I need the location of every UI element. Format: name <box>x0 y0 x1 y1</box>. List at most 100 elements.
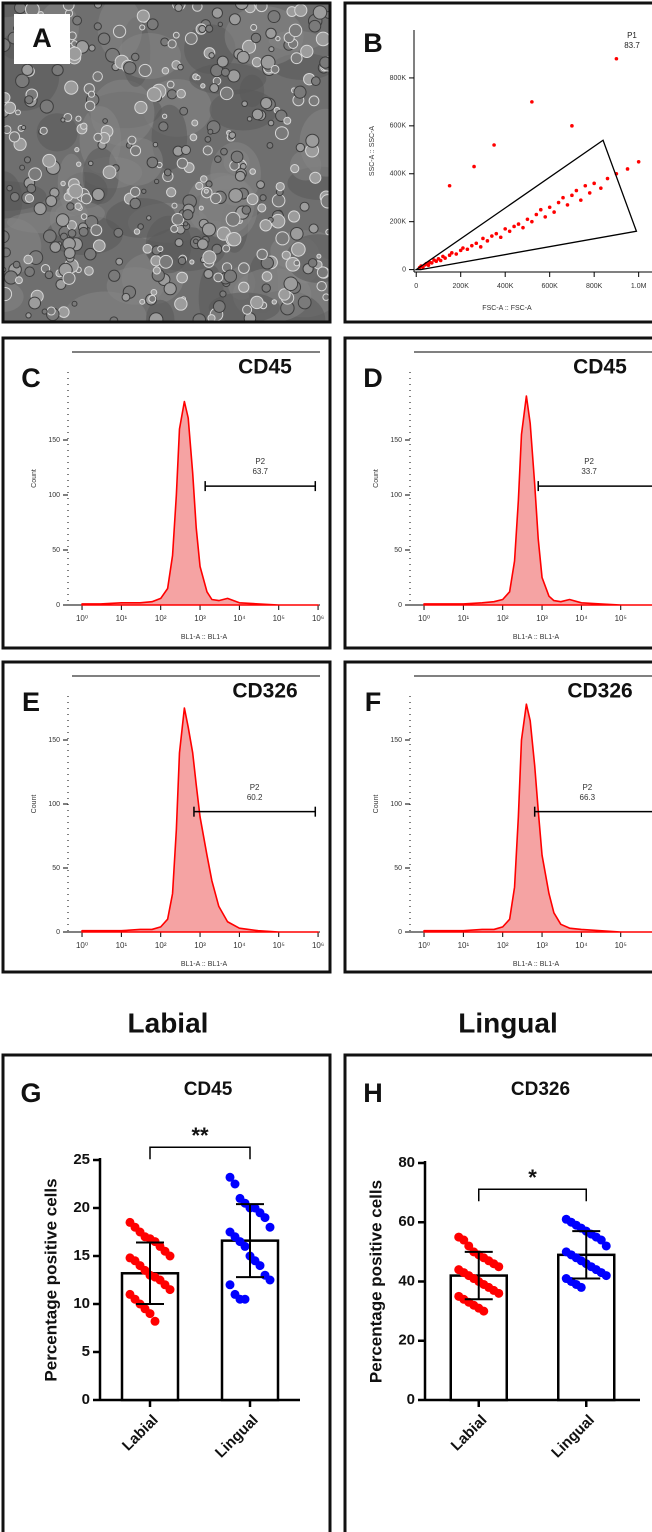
data-point <box>240 1294 250 1304</box>
texture-cell <box>228 131 237 139</box>
texture-cell <box>242 304 253 315</box>
texture-cell <box>24 193 35 203</box>
texture-cell <box>42 153 57 168</box>
x-tick-label: 10¹ <box>116 941 128 950</box>
texture-cell <box>19 164 26 171</box>
panel-title: CD326 <box>511 1079 570 1100</box>
texture-cell <box>39 99 54 114</box>
data-point <box>225 1172 235 1182</box>
texture-cell <box>102 165 117 180</box>
x-tick-label: 10³ <box>536 614 548 623</box>
texture-cell <box>220 67 230 77</box>
texture-cell <box>310 76 321 87</box>
gate-name: P2 <box>582 783 592 792</box>
texture-cell <box>210 192 222 205</box>
texture-cell <box>92 239 106 253</box>
texture-cell <box>137 223 144 230</box>
texture-cell <box>183 221 189 227</box>
texture-cell <box>219 290 227 298</box>
texture-cell <box>176 157 189 169</box>
x-tick-label: Labial <box>119 1412 162 1455</box>
texture-cell <box>28 167 42 181</box>
x-axis-title: BL1-A :: BL1-A <box>513 634 560 641</box>
texture-cell <box>97 32 111 45</box>
data-point <box>464 1241 474 1251</box>
texture-cell <box>201 222 216 237</box>
y-tick-label: 40 <box>398 1272 415 1289</box>
x-tick-label: 10¹ <box>458 941 470 950</box>
data-point <box>260 1213 270 1223</box>
texture-cell <box>230 150 244 164</box>
texture-cell <box>66 202 75 211</box>
texture-cell <box>200 83 206 89</box>
texture-cell <box>265 27 277 40</box>
texture-cell <box>171 213 185 226</box>
texture-cell <box>214 155 222 163</box>
texture-cell <box>152 266 161 275</box>
texture-cell <box>207 128 214 135</box>
x-axis-title: BL1-A :: BL1-A <box>181 961 228 968</box>
texture-cell <box>166 89 178 100</box>
texture-cell <box>238 262 250 274</box>
texture-cell <box>83 247 97 261</box>
data-point <box>165 1285 175 1295</box>
y-axis-title: Count <box>31 795 38 814</box>
significance: * <box>528 1165 537 1190</box>
x-tick-label: 10² <box>155 614 167 623</box>
y-tick-label: 15 <box>73 1247 90 1264</box>
texture-cell <box>3 286 13 302</box>
data-point <box>459 1235 469 1245</box>
x-tick-label: 800K <box>586 283 603 290</box>
point <box>565 203 570 207</box>
x-tick-label: 10³ <box>194 941 206 950</box>
texture-cell <box>236 50 250 64</box>
texture-cell <box>220 147 228 156</box>
x-tick-label: 10⁰ <box>76 614 88 623</box>
texture-cell <box>290 226 304 241</box>
texture-cell <box>260 97 273 110</box>
x-tick-label: 200K <box>453 283 470 290</box>
texture-cell <box>184 32 198 45</box>
panel-frame <box>343 1053 652 1532</box>
data-point <box>596 1235 606 1245</box>
point <box>450 251 454 255</box>
panel-frame <box>1 1 332 324</box>
point <box>534 212 539 217</box>
texture-cell <box>171 202 178 209</box>
x-tick-label: 10¹ <box>116 614 128 623</box>
texture-cell <box>309 171 322 184</box>
texture-cell <box>177 256 187 266</box>
point <box>516 222 521 226</box>
y-tick-label: 100 <box>48 801 60 808</box>
texture-cell <box>166 80 175 89</box>
texture-cell <box>80 213 88 220</box>
x-tick-label: 10⁵ <box>273 941 285 950</box>
y-tick-label: 50 <box>394 547 402 554</box>
texture-cell <box>139 24 146 31</box>
texture-cell <box>172 31 180 39</box>
point <box>485 239 490 243</box>
point <box>503 227 507 231</box>
point <box>512 224 516 229</box>
gate-percent: 63.7 <box>252 467 268 476</box>
texture-cell <box>268 46 275 53</box>
point <box>605 176 610 181</box>
x-tick-label: 10⁴ <box>233 614 246 623</box>
point <box>492 143 496 147</box>
point <box>498 235 503 240</box>
texture-cell <box>223 269 238 283</box>
texture-cell <box>267 10 281 24</box>
texture-cell <box>308 19 322 33</box>
texture-cell <box>23 156 32 164</box>
texture-cell <box>192 313 207 322</box>
texture-cell <box>167 39 177 49</box>
x-tick-label: 0 <box>414 283 418 290</box>
point <box>579 198 583 202</box>
texture-cell <box>134 100 148 115</box>
texture-cell <box>275 231 290 246</box>
texture-cell <box>57 306 70 318</box>
point <box>570 193 574 198</box>
panel-frame <box>1 660 332 974</box>
texture-blob <box>105 198 177 238</box>
texture-cell <box>75 115 82 122</box>
